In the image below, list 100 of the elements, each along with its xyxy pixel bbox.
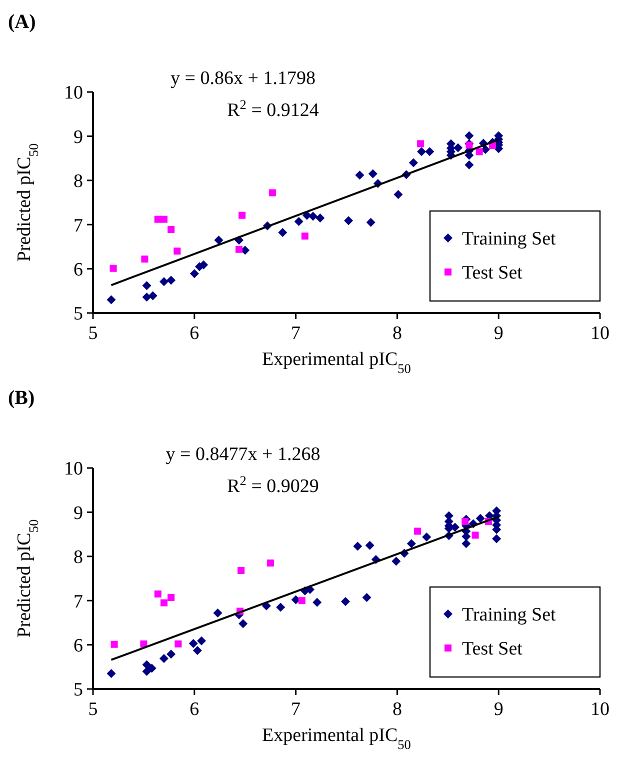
point bbox=[476, 514, 485, 523]
point bbox=[197, 636, 206, 646]
point bbox=[106, 295, 116, 304]
point bbox=[417, 140, 424, 148]
point bbox=[110, 264, 117, 272]
point bbox=[466, 142, 473, 149]
x-tick-label: 8 bbox=[392, 699, 402, 720]
y-tick-label: 5 bbox=[74, 304, 83, 325]
point bbox=[141, 256, 148, 263]
text: y = 0.8477x + 1.268 bbox=[166, 444, 320, 465]
point bbox=[238, 619, 248, 628]
point bbox=[462, 539, 471, 548]
x-tick-label: 9 bbox=[494, 699, 504, 720]
y-tick-label: 8 bbox=[74, 547, 83, 568]
point bbox=[422, 532, 432, 542]
point bbox=[278, 228, 288, 238]
x-tick-label: 5 bbox=[88, 323, 98, 344]
point bbox=[362, 593, 372, 602]
point bbox=[238, 212, 246, 219]
point bbox=[168, 226, 175, 233]
point bbox=[166, 650, 176, 659]
point bbox=[464, 160, 474, 170]
point bbox=[472, 532, 479, 539]
legend-label: Training Set bbox=[462, 604, 557, 626]
point bbox=[298, 597, 306, 604]
y-tick-label: 6 bbox=[74, 635, 83, 656]
point bbox=[408, 158, 418, 168]
point bbox=[166, 276, 176, 285]
point bbox=[106, 669, 116, 678]
point bbox=[160, 216, 168, 223]
chart-title: (A) bbox=[8, 11, 36, 33]
point bbox=[316, 213, 325, 222]
point bbox=[238, 567, 245, 574]
y-tick-label: 8 bbox=[74, 171, 83, 192]
point bbox=[168, 594, 175, 602]
point bbox=[414, 528, 421, 535]
y-tick-label: 9 bbox=[74, 502, 83, 524]
point bbox=[159, 654, 168, 663]
legend-label: Training Set bbox=[462, 228, 557, 250]
x-tick-label: 6 bbox=[190, 323, 200, 344]
point bbox=[454, 143, 463, 152]
point bbox=[365, 540, 374, 550]
y-tick-label: 10 bbox=[64, 82, 83, 104]
x-tick-label: 7 bbox=[291, 323, 301, 344]
point bbox=[394, 190, 403, 200]
point bbox=[312, 598, 322, 607]
chart-title: (B) bbox=[8, 387, 35, 409]
point bbox=[142, 281, 152, 290]
x-tick-label: 6 bbox=[190, 699, 200, 720]
annotation: R$^{2}$ = 0.9029 bbox=[227, 472, 319, 497]
y-tick-label: 9 bbox=[74, 126, 83, 148]
y-tick-label: 7 bbox=[74, 591, 83, 612]
text: y = 0.86x + 1.1798 bbox=[170, 68, 316, 89]
point bbox=[355, 170, 364, 180]
point bbox=[236, 246, 243, 253]
point bbox=[368, 169, 378, 178]
point bbox=[147, 664, 156, 673]
point bbox=[266, 560, 274, 567]
annotation: R$^{2}$ = 0.9124 bbox=[227, 96, 320, 121]
legend-label: Test Set bbox=[462, 638, 524, 660]
point bbox=[462, 518, 469, 525]
point bbox=[148, 291, 158, 300]
point bbox=[276, 602, 286, 612]
point bbox=[110, 640, 118, 648]
point bbox=[392, 556, 401, 566]
point bbox=[417, 147, 426, 156]
point bbox=[294, 217, 304, 226]
point bbox=[174, 248, 181, 255]
point bbox=[214, 236, 224, 245]
point bbox=[308, 212, 318, 221]
point bbox=[366, 218, 376, 227]
point bbox=[192, 646, 202, 656]
point bbox=[464, 131, 474, 140]
point bbox=[154, 590, 162, 598]
point bbox=[188, 638, 198, 648]
x-axis-title: Experimental pIC$_{50}$ bbox=[262, 349, 412, 376]
legend-label: Test Set bbox=[462, 262, 524, 284]
point bbox=[268, 189, 276, 196]
x-tick-label: 10 bbox=[590, 699, 610, 720]
x-tick-label: 8 bbox=[392, 323, 402, 344]
x-tick-label: 5 bbox=[88, 699, 98, 720]
point bbox=[476, 148, 483, 156]
point bbox=[340, 596, 350, 606]
point bbox=[142, 292, 152, 302]
x-tick-label: 9 bbox=[494, 323, 504, 344]
y-tick-label: 5 bbox=[74, 680, 83, 701]
point bbox=[301, 232, 308, 240]
point bbox=[406, 539, 416, 548]
point bbox=[190, 269, 199, 278]
y-tick-label: 6 bbox=[74, 259, 83, 280]
x-tick-label: 10 bbox=[590, 323, 610, 344]
point bbox=[174, 640, 182, 648]
point bbox=[353, 542, 362, 551]
x-tick-label: 7 bbox=[291, 699, 301, 720]
point bbox=[344, 216, 354, 226]
point bbox=[425, 147, 434, 156]
y-tick-label: 10 bbox=[64, 458, 83, 480]
point bbox=[160, 599, 168, 606]
y-tick-label: 7 bbox=[74, 215, 83, 236]
x-axis-title: Experimental pIC$_{50}$ bbox=[262, 725, 412, 752]
